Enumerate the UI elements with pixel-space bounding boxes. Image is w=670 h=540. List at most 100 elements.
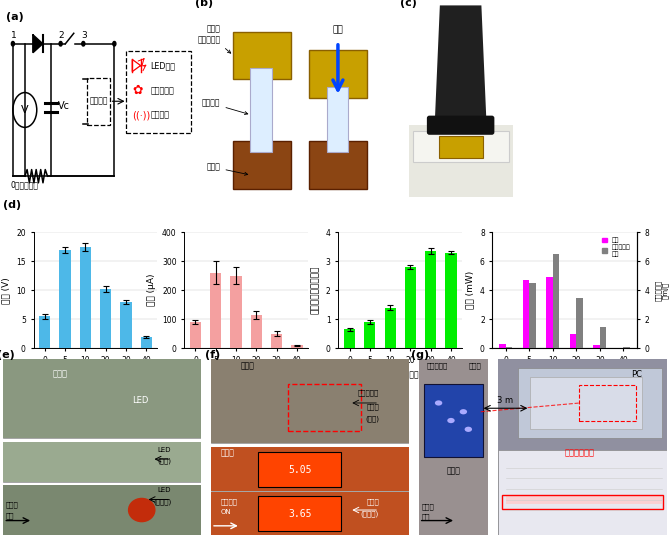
Bar: [230, 276, 242, 348]
Bar: [210, 273, 221, 348]
Bar: [518, 368, 662, 438]
Bar: [531, 377, 642, 429]
Text: (停止): (停止): [365, 415, 379, 422]
Text: 発電機: 発電機: [468, 363, 481, 369]
Y-axis label: 電圧 (V): 電圧 (V): [2, 277, 11, 303]
Bar: [60, 249, 70, 348]
FancyBboxPatch shape: [232, 141, 291, 189]
FancyBboxPatch shape: [423, 383, 483, 457]
Circle shape: [82, 42, 85, 46]
Bar: [3, 442, 201, 482]
Text: (c): (c): [401, 0, 417, 8]
Text: ✿: ✿: [132, 84, 143, 97]
Bar: [523, 280, 529, 348]
Text: デバイス: デバイス: [90, 97, 108, 106]
Circle shape: [448, 418, 455, 423]
FancyBboxPatch shape: [259, 452, 342, 487]
Bar: [211, 447, 409, 491]
Text: (b): (b): [194, 0, 213, 8]
Bar: [600, 327, 606, 348]
Bar: [344, 329, 355, 348]
X-axis label: すりつぶし時間（分）: すりつぶし時間（分）: [223, 370, 269, 380]
Bar: [364, 322, 375, 348]
Text: LED点灯: LED点灯: [150, 61, 175, 70]
Circle shape: [464, 427, 472, 432]
Bar: [405, 267, 416, 348]
Legend: 電力, エネルギー
ギー: 電力, エネルギー ギー: [600, 235, 633, 259]
Bar: [121, 302, 131, 348]
X-axis label: すりつぶし時間（分）: すりつぶし時間（分）: [377, 370, 423, 380]
Text: (回転中): (回転中): [361, 510, 379, 517]
Text: LED: LED: [132, 396, 148, 405]
Text: プレス
ユニット蓋: プレス ユニット蓋: [198, 24, 230, 53]
Text: LED: LED: [158, 447, 172, 453]
Bar: [39, 316, 50, 348]
Text: V: V: [21, 105, 29, 115]
Bar: [419, 359, 488, 535]
Text: プレス: プレス: [5, 502, 18, 508]
Text: 圧力: 圧力: [332, 26, 343, 35]
Text: ON: ON: [221, 509, 232, 515]
Text: 発電機: 発電機: [206, 163, 248, 176]
Text: (g): (g): [411, 350, 429, 360]
Bar: [529, 283, 536, 348]
Text: 送信機: 送信機: [446, 466, 460, 475]
Bar: [593, 346, 600, 348]
Bar: [251, 315, 262, 348]
Text: 発電機: 発電機: [53, 370, 68, 379]
Text: 2: 2: [59, 31, 64, 39]
Text: 0（アース）: 0（アース）: [11, 180, 38, 190]
FancyBboxPatch shape: [427, 116, 494, 135]
Text: PC: PC: [631, 370, 642, 379]
Bar: [623, 347, 630, 348]
Text: (f): (f): [205, 350, 220, 360]
Circle shape: [113, 42, 116, 46]
Circle shape: [11, 42, 15, 46]
Text: 無線通信: 無線通信: [150, 111, 169, 120]
Circle shape: [460, 409, 467, 414]
X-axis label: すりつぶし時間（分）: すりつぶし時間（分）: [541, 370, 588, 380]
Bar: [385, 308, 396, 348]
Circle shape: [128, 498, 155, 522]
Y-axis label: 電力 (mW): 電力 (mW): [466, 271, 474, 309]
Text: (点灯中): (点灯中): [153, 498, 172, 504]
Text: ファン: ファン: [366, 403, 379, 410]
Text: 3 m: 3 m: [497, 396, 514, 405]
Bar: [499, 344, 506, 348]
Text: 発電機: 発電機: [241, 361, 255, 370]
Y-axis label: 電流 (μA): 電流 (μA): [147, 274, 156, 307]
FancyBboxPatch shape: [126, 51, 191, 133]
FancyBboxPatch shape: [413, 131, 509, 163]
FancyBboxPatch shape: [232, 32, 291, 79]
Y-axis label: 発電持続時間（秒）: 発電持続時間（秒）: [312, 266, 320, 314]
Text: 5.05: 5.05: [288, 464, 312, 475]
Text: シリンジ: シリンジ: [202, 99, 248, 114]
Text: (e): (e): [0, 350, 15, 360]
Text: Vc: Vc: [58, 101, 70, 111]
Text: 3.65: 3.65: [288, 509, 312, 518]
Text: スイッチ: スイッチ: [221, 498, 238, 504]
Bar: [211, 492, 409, 535]
Bar: [576, 298, 583, 348]
FancyBboxPatch shape: [309, 141, 367, 189]
Text: ファン: ファン: [366, 498, 379, 504]
Bar: [3, 359, 201, 438]
Text: 受信シグナル: 受信シグナル: [565, 449, 595, 457]
Circle shape: [59, 42, 62, 46]
Bar: [506, 347, 512, 348]
Y-axis label: エネルギー
（mJ）: エネルギー （mJ）: [655, 280, 669, 301]
Bar: [409, 125, 513, 197]
Polygon shape: [34, 35, 43, 52]
Bar: [141, 337, 152, 348]
Text: (消灯): (消灯): [157, 457, 172, 464]
Circle shape: [435, 400, 442, 406]
Bar: [498, 450, 667, 535]
X-axis label: すりつぶし時間（分）: すりつぶし時間（分）: [72, 370, 119, 380]
Bar: [271, 334, 282, 348]
FancyBboxPatch shape: [309, 50, 367, 98]
FancyBboxPatch shape: [259, 496, 342, 531]
Bar: [425, 251, 436, 348]
Text: 開始: 開始: [421, 514, 429, 521]
Bar: [3, 485, 201, 535]
Bar: [505, 495, 662, 504]
